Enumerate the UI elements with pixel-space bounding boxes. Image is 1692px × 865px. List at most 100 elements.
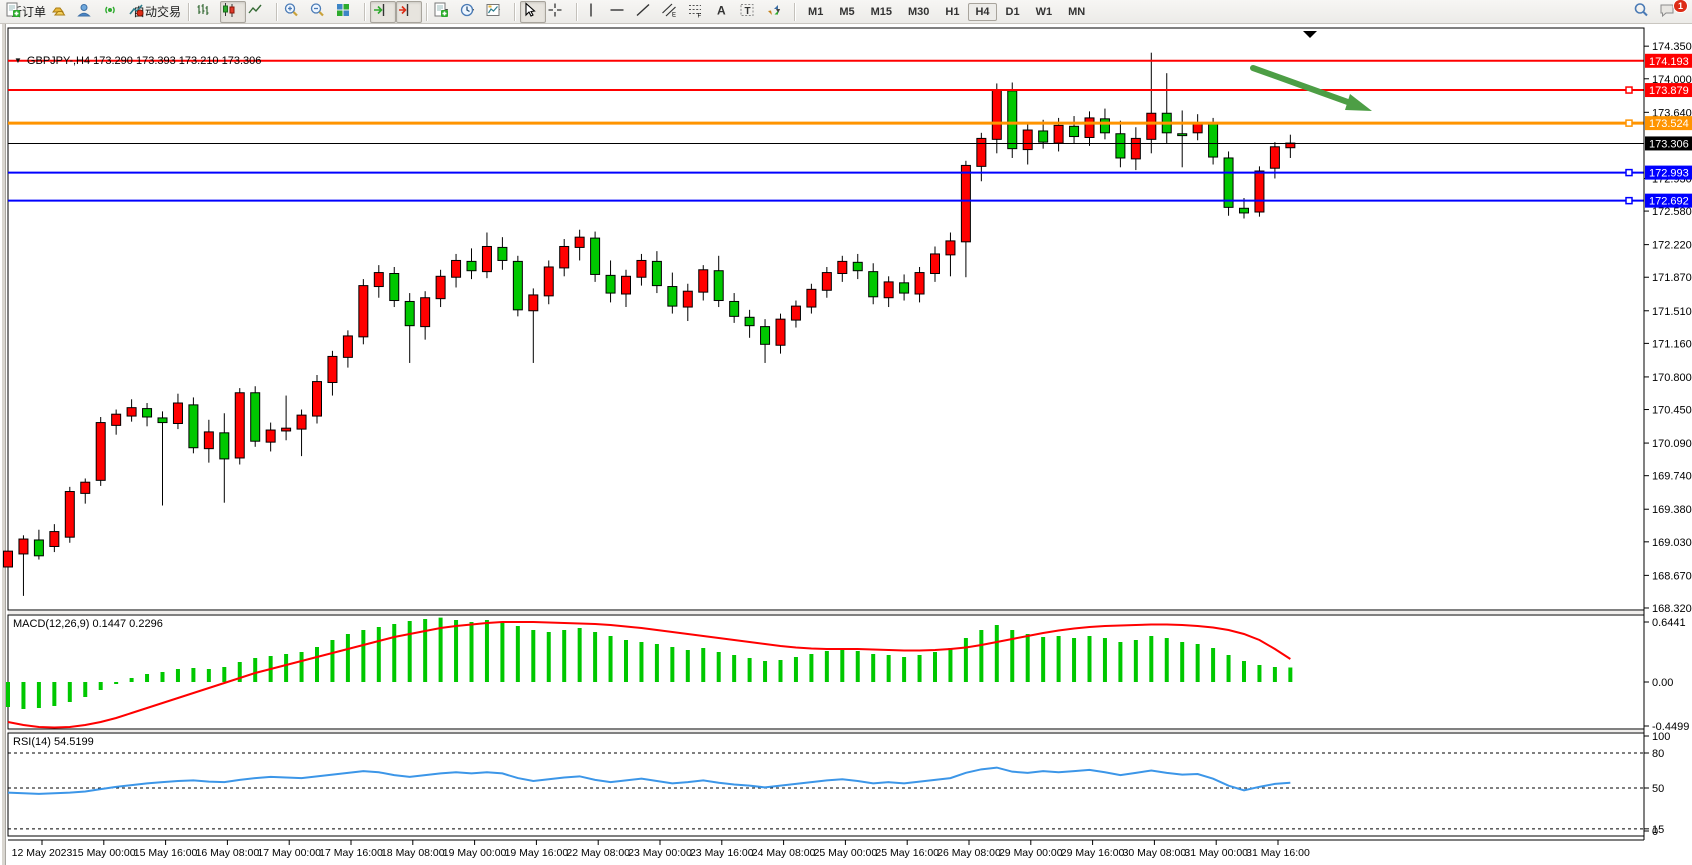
panel-splitter-rsi[interactable]	[8, 730, 1644, 732]
timeframe-m5-button[interactable]: M5	[839, 5, 855, 18]
candle-body	[219, 432, 230, 460]
candle-body	[126, 407, 137, 417]
window-splitter[interactable]	[2, 24, 6, 865]
textA-icon: A	[717, 3, 726, 17]
hline-handle[interactable]	[1625, 86, 1633, 94]
periods-button[interactable]: ▼	[458, 1, 484, 23]
fibonacci-button[interactable]: F	[686, 1, 712, 23]
candle-body	[1115, 133, 1126, 159]
horizontal-line-button[interactable]	[608, 1, 634, 23]
toolbar-separator	[576, 2, 579, 21]
candle-body	[914, 272, 925, 295]
candle-body	[960, 164, 971, 243]
candle-body	[389, 273, 400, 302]
hline-handle[interactable]	[1625, 168, 1633, 177]
deposit-gold-button[interactable]	[49, 1, 75, 23]
tile-windows-button[interactable]	[334, 1, 360, 23]
timeframe-m1-button[interactable]: M1	[808, 5, 824, 18]
price-badge: 174.193	[1645, 53, 1692, 68]
signals-button[interactable]	[101, 1, 127, 23]
zoom-in-button[interactable]	[282, 1, 308, 23]
search-button[interactable]	[1632, 1, 1658, 23]
tiles-icon	[337, 3, 350, 16]
price-chart-canvas[interactable]: 174.350174.000173.640172.930172.580172.2…	[0, 24, 1692, 865]
chart-shift-button[interactable]	[396, 0, 423, 23]
candle-body	[682, 290, 693, 308]
main-panel[interactable]	[7, 27, 1645, 611]
crosshair-button[interactable]	[546, 1, 572, 23]
notifications-chat-button[interactable]: 1	[1658, 0, 1688, 23]
zoom-out-button[interactable]	[308, 1, 334, 23]
hline-icon	[610, 8, 624, 11]
arrow-objects-button[interactable]: ▼	[764, 1, 790, 23]
trendline-button[interactable]	[634, 1, 660, 23]
autoscroll-icon	[374, 3, 385, 16]
timeframe-m30-button[interactable]: M30	[908, 5, 930, 18]
candle-body	[1269, 146, 1280, 169]
time-tick-label: 15 May 16:00	[134, 847, 198, 859]
rsi-panel[interactable]	[7, 732, 1645, 837]
price-badge-label: 173.879	[1649, 85, 1689, 97]
candle-body	[1223, 157, 1234, 208]
timeframe-h4-button[interactable]: H4	[968, 2, 997, 21]
price-badge-bg	[1645, 53, 1692, 68]
macd-signal-line	[7, 621, 1291, 729]
autotrading-button[interactable]: 自动交易	[127, 1, 184, 23]
candle-body	[342, 335, 353, 358]
macd-indicator-label: MACD(12,26,9) 0.1447 0.2296	[13, 618, 163, 630]
timeframe-h1-button[interactable]: H1	[945, 5, 960, 18]
price-badge-bg	[1645, 83, 1692, 98]
panel-splitter-macd[interactable]	[8, 611, 1644, 614]
new-order-button[interactable]: 新订单	[4, 1, 49, 23]
symbol-info-line: ▼ GBPJPY-,H4 173.290 173.393 173.210 173.…	[14, 55, 261, 67]
candle-body	[945, 240, 956, 256]
candle-body	[1007, 90, 1018, 150]
candlestick-series	[3, 52, 1296, 596]
price-badge-label: 172.692	[1649, 196, 1689, 208]
candle-body	[1099, 118, 1110, 134]
toolbar-separator	[794, 2, 797, 21]
svg-text:A: A	[717, 3, 726, 17]
candle-body	[1069, 125, 1080, 138]
indicators-list-button[interactable]: ▼	[432, 1, 458, 23]
timeframe-mn-button[interactable]: MN	[1068, 5, 1086, 18]
timeframe-d1-button[interactable]: D1	[1005, 5, 1020, 18]
chart-window[interactable]: 174.350174.000173.640172.930172.580172.2…	[0, 24, 1692, 865]
trend-arrow-annotation[interactable]	[1250, 65, 1372, 111]
templates-button[interactable]: ▼	[484, 1, 510, 23]
vline-icon	[590, 3, 592, 16]
equidistant-channel-button[interactable]: E	[660, 1, 686, 23]
user-profile-button[interactable]	[75, 1, 101, 23]
text-button[interactable]: A	[712, 1, 738, 23]
auto-scroll-button[interactable]	[370, 0, 397, 23]
timeframe-m15-button[interactable]: M15	[870, 5, 892, 18]
candlestick-chart-button[interactable]	[220, 0, 247, 23]
rsi-indicator-label: RSI(14) 54.5199	[13, 736, 94, 748]
candle-body	[265, 429, 276, 443]
time-tick-label: 17 May 00:00	[257, 847, 321, 859]
hline-handle[interactable]	[1625, 196, 1633, 205]
price-tick-label: 168.670	[1652, 570, 1692, 582]
timeframe-w1-button[interactable]: W1	[1035, 5, 1053, 18]
candle-body	[852, 261, 863, 272]
line-chart-button[interactable]	[246, 1, 272, 23]
time-tick-label: 12 May 2023	[12, 847, 73, 859]
candle-body	[991, 89, 1002, 140]
one-click-trading-collapse-icon[interactable]: ▼	[14, 56, 22, 65]
chart-shift-marker-icon[interactable]	[1303, 31, 1317, 38]
bar-chart-button[interactable]	[194, 1, 220, 23]
text-label-button[interactable]: T	[738, 1, 764, 23]
time-tick-label: 17 May 16:00	[319, 847, 383, 859]
zoomin-icon	[284, 2, 298, 16]
candle-body	[760, 326, 771, 345]
rsi-tick-label: 100	[1652, 731, 1670, 743]
hline-handle[interactable]	[1625, 119, 1633, 127]
time-tick-label: 24 May 08:00	[752, 847, 816, 859]
candle-body	[806, 288, 817, 308]
macd-indicator	[6, 617, 1293, 729]
symbol-ohlc-text: GBPJPY-,H4 173.290 173.393 173.210 173.3…	[26, 55, 262, 67]
candle-body	[373, 272, 384, 288]
toolbar-separator	[188, 2, 191, 21]
cursor-button[interactable]	[520, 0, 547, 23]
vertical-line-button[interactable]	[582, 1, 608, 23]
